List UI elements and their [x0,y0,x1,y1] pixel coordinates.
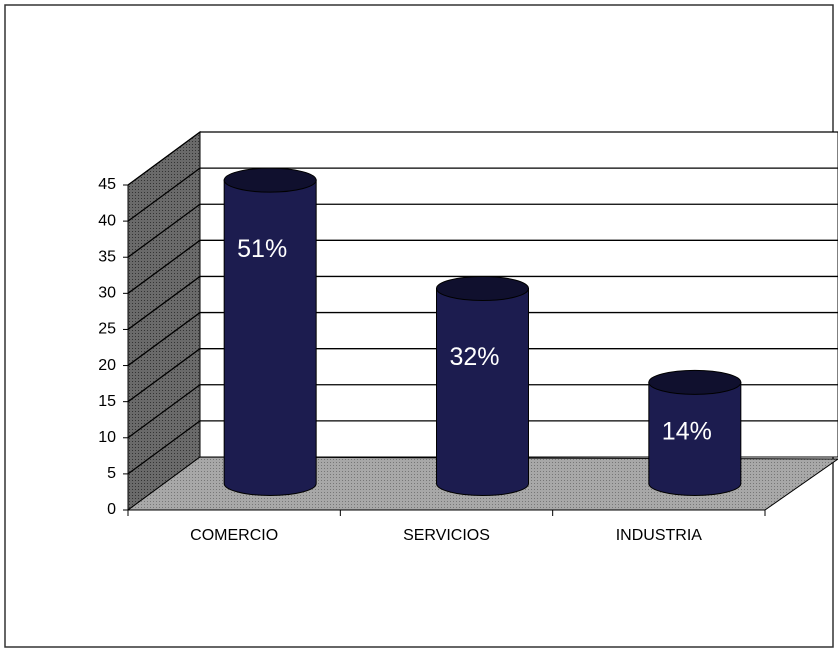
x-tick-label: COMERCIO [190,527,278,544]
y-tick-label: 0 [107,501,116,518]
bar-part [648,369,742,395]
x-tick-label: SERVICIOS [403,527,490,544]
grid-line [127,348,838,403]
bar [223,167,317,496]
y-tick-label: 30 [98,285,116,302]
x-tick-label: INDUSTRIA [616,527,703,544]
bar-part [223,167,317,193]
y-tick-label: 25 [98,321,116,338]
y-tick-label: 35 [98,248,116,265]
bar-part [436,288,529,496]
y-tick-label: 15 [98,393,116,410]
grid-line [127,311,838,367]
y-tick-label: 40 [98,212,116,229]
data-label: 14% [662,418,712,446]
grid-line [127,203,838,258]
grid-line [127,275,838,330]
grid-line [127,384,838,439]
bar-part [648,381,742,496]
y-tick-label: 10 [98,429,116,446]
data-label: 51% [237,235,287,263]
bar-part [223,179,317,496]
bar-part [436,276,529,301]
y-tick-label: 5 [107,465,116,482]
grid-line [127,131,838,186]
grid-line [127,167,838,222]
grid-line [127,420,838,475]
grid-line [127,239,838,294]
y-tick-label: 20 [98,357,116,374]
bar [436,276,529,496]
data-label: 32% [449,343,499,371]
bar [648,369,742,496]
y-tick-label: 45 [98,176,116,193]
